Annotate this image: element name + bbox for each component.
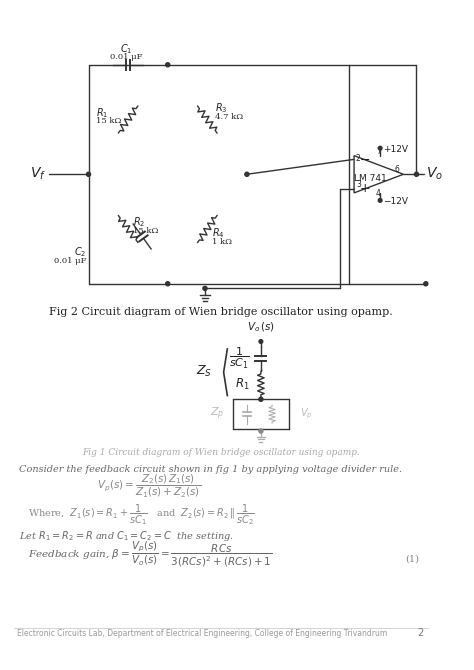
Text: $R_4$: $R_4$	[212, 226, 225, 241]
Text: $Z_p$: $Z_p$	[210, 406, 224, 422]
Text: +: +	[360, 182, 370, 195]
Circle shape	[165, 63, 170, 67]
Text: +12V: +12V	[383, 145, 408, 153]
Text: 3: 3	[356, 180, 361, 190]
Text: 6: 6	[394, 165, 399, 174]
Text: $R_1$: $R_1$	[235, 377, 250, 392]
Circle shape	[203, 286, 207, 291]
Circle shape	[378, 146, 382, 150]
Text: $V_o$: $V_o$	[426, 166, 443, 182]
Text: $R_2$: $R_2$	[133, 215, 145, 229]
Circle shape	[245, 172, 249, 176]
Text: Fig 1 Circuit diagram of Wien bridge oscillator using opamp.: Fig 1 Circuit diagram of Wien bridge osc…	[82, 448, 360, 457]
Text: LM 741: LM 741	[355, 174, 387, 182]
Text: Electronic Circuits Lab, Department of Electrical Engineering, College of Engine: Electronic Circuits Lab, Department of E…	[17, 629, 387, 638]
Text: Let $R_1 = R_2 = R$ and $C_1 = C_2 = C$  the setting.: Let $R_1 = R_2 = R$ and $C_1 = C_2 = C$ …	[18, 529, 234, 543]
Circle shape	[414, 172, 419, 176]
Circle shape	[165, 281, 170, 286]
Circle shape	[259, 397, 263, 401]
Text: $R_1$: $R_1$	[96, 106, 109, 120]
Text: $V_o\,(s)$: $V_o\,(s)$	[247, 320, 275, 334]
Circle shape	[259, 429, 263, 433]
Text: $V_p(s) = \dfrac{Z_2(s)\,Z_1(s)}{Z_1(s)+Z_2(s)}$: $V_p(s) = \dfrac{Z_2(s)\,Z_1(s)}{Z_1(s)+…	[97, 472, 201, 499]
Text: 0.01 μF: 0.01 μF	[54, 257, 87, 265]
Text: Feedback gain, $\beta = \dfrac{V_p(s)}{V_o(s)} = \dfrac{RCs}{3(RCs)^2+(RCs)+1}$: Feedback gain, $\beta = \dfrac{V_p(s)}{V…	[28, 540, 273, 569]
Text: $Z_S$: $Z_S$	[196, 364, 212, 379]
Text: Where,  $Z_1(s) = R_1 + \dfrac{1}{sC_1}$   and  $Z_2(s) = R_2 \,\|\, \dfrac{1}{s: Where, $Z_1(s) = R_1 + \dfrac{1}{sC_1}$ …	[28, 502, 255, 527]
Text: 1 kΩ: 1 kΩ	[212, 238, 232, 246]
Text: 15 kΩ: 15 kΩ	[133, 226, 158, 234]
Text: $V_p$: $V_p$	[300, 407, 313, 421]
Text: 7: 7	[376, 147, 381, 156]
Text: (1): (1)	[405, 554, 419, 563]
Text: 0.01 μF: 0.01 μF	[110, 53, 143, 61]
Text: 4: 4	[376, 189, 381, 198]
Text: −12V: −12V	[383, 197, 408, 206]
Text: Fig 2 Circuit diagram of Wien bridge oscillator using opamp.: Fig 2 Circuit diagram of Wien bridge osc…	[49, 307, 392, 317]
Text: $C_2$: $C_2$	[74, 245, 87, 259]
Circle shape	[259, 340, 263, 344]
Text: Consider the feedback circuit shown in fig 1 by applying voltage divider rule.: Consider the feedback circuit shown in f…	[18, 465, 402, 474]
Text: 4.7 kΩ: 4.7 kΩ	[215, 113, 243, 121]
Text: 15 kΩ: 15 kΩ	[96, 117, 121, 125]
Text: $V_f$: $V_f$	[29, 166, 46, 182]
Text: 2: 2	[356, 154, 361, 163]
Circle shape	[378, 198, 382, 202]
Text: $C_1$: $C_1$	[120, 43, 132, 56]
Text: −: −	[360, 154, 370, 167]
Text: 2: 2	[418, 628, 424, 638]
Text: $R_3$: $R_3$	[215, 101, 228, 115]
Circle shape	[424, 281, 428, 286]
Text: $\dfrac{1}{sC_1}$: $\dfrac{1}{sC_1}$	[229, 346, 250, 371]
Circle shape	[86, 172, 91, 176]
